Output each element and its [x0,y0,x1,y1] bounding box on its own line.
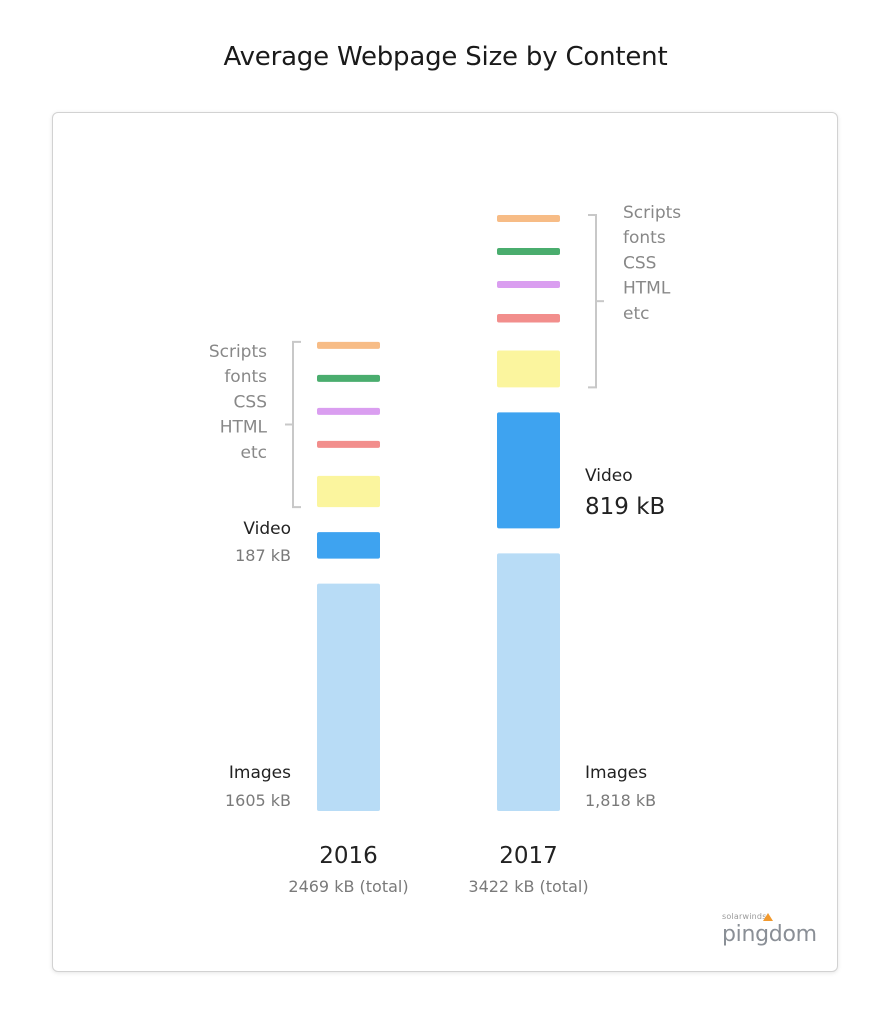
bar-2016-red [317,440,380,448]
segment-value-video-2016: 187 kB [235,546,291,565]
bar-2017-images [497,553,560,811]
total-label-2016: 2469 kB (total) [288,877,408,896]
bar-2016-images [317,583,380,811]
total-label-2017: 3422 kB (total) [468,877,588,896]
segment-value-images-2017: 1,818 kB [585,791,656,810]
bar-2017-video [497,412,560,529]
group-label-2016-2: CSS [234,392,267,412]
bar-2016-orange [317,341,380,349]
chart-panel [52,112,838,972]
bar-2017-green [497,247,560,255]
segment-name-video-2016: Video [243,519,291,539]
flame-icon [763,913,773,921]
segment-value-images-2016: 1605 kB [225,791,291,810]
bar-2017-red [497,313,560,323]
bar-2017-yellow [497,350,560,388]
group-label-2017-1: fonts [623,228,666,248]
group-label-2016-1: fonts [224,367,267,387]
category-label-2017: 2017 [499,843,558,869]
brand-main-text: pingdom [722,922,817,947]
pingdom-logo: solarwinds pingdom [722,912,817,954]
group-label-2017-3: HTML [623,279,671,299]
chart-title: Average Webpage Size by Content [223,42,668,72]
bracket-2016 [292,340,301,509]
bar-2017-orange [497,214,560,222]
bar-2016-green [317,374,380,382]
group-label-2016-4: etc [241,443,267,463]
bar-2016-video [317,532,380,559]
group-label-2017-2: CSS [623,253,656,273]
group-label-2016-3: HTML [220,418,268,438]
segment-name-video-2017: Video [585,466,633,486]
segment-name-images-2017: Images [585,763,647,783]
brand-top-text: solarwinds [722,912,767,921]
bar-2016-yellow [317,475,380,508]
category-label-2016: 2016 [319,843,378,869]
bar-2016-purple [317,407,380,415]
segment-value-video-2017: 819 kB [585,494,665,520]
bracket-2017 [588,213,597,389]
segment-name-images-2016: Images [229,763,291,783]
bar-2017-purple [497,280,560,288]
group-label-2017-4: etc [623,304,649,324]
group-label-2016-0: Scripts [209,342,267,362]
group-label-2017-0: Scripts [623,203,681,223]
